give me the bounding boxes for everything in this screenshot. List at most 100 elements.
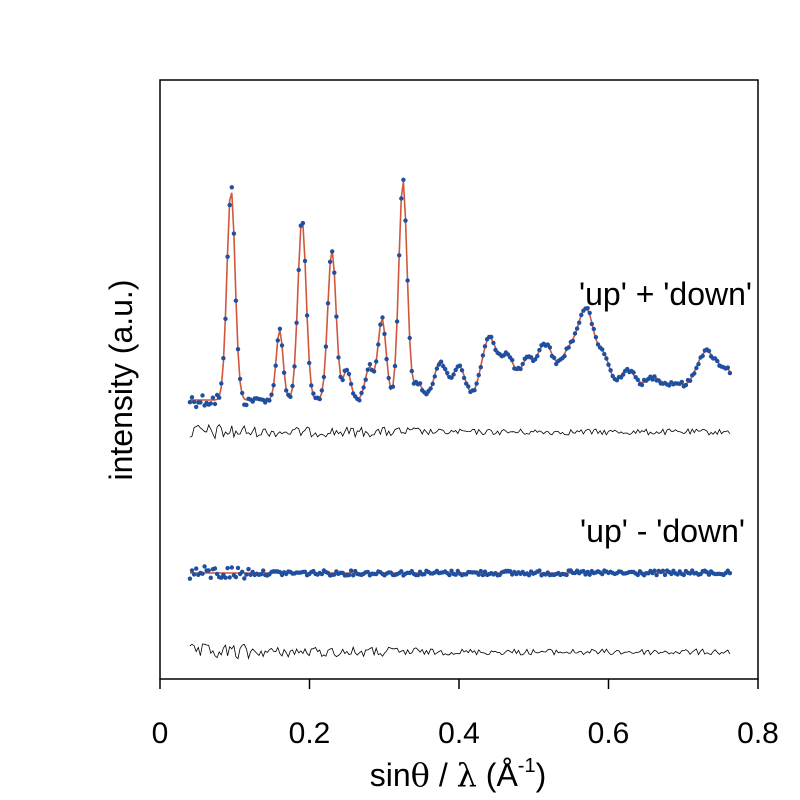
observed-point <box>570 338 576 344</box>
observed-point <box>321 374 327 380</box>
observed-point <box>233 298 239 303</box>
observed-point <box>227 202 232 208</box>
observed-point <box>194 404 199 410</box>
observed-point <box>304 313 310 318</box>
observed-point <box>585 306 590 311</box>
observed-point <box>694 365 699 371</box>
observed-point <box>401 177 406 182</box>
observed-point <box>214 571 220 577</box>
observed-point <box>635 572 640 578</box>
observed-point <box>526 573 532 578</box>
observed-point <box>334 314 339 319</box>
x-axis-title-prefix: sin <box>370 757 411 793</box>
observed-point <box>269 392 274 397</box>
observed-point <box>296 267 301 273</box>
observed-point <box>706 348 712 354</box>
observed-point <box>409 368 414 374</box>
observed-point <box>577 320 582 325</box>
observed-point <box>212 566 218 571</box>
observed-point <box>258 572 264 577</box>
observed-point <box>466 384 471 389</box>
observed-point <box>537 568 542 573</box>
observed-point <box>669 571 674 577</box>
observed-point <box>480 353 486 358</box>
difference-line <box>189 643 731 660</box>
observed-point <box>491 340 496 346</box>
observed-point <box>284 388 289 393</box>
observed-point <box>200 571 205 576</box>
x-tick-label: 0.2 <box>289 717 331 750</box>
observed-point <box>187 400 193 405</box>
observed-point <box>344 367 350 373</box>
observed-point <box>210 395 216 400</box>
observed-point <box>715 358 720 364</box>
observed-point <box>422 572 427 577</box>
observed-point <box>397 253 402 258</box>
observed-point <box>621 372 626 377</box>
observed-point <box>187 576 193 581</box>
observed-point <box>614 378 620 383</box>
observed-point <box>267 398 272 403</box>
observed-point <box>457 363 463 368</box>
observed-point <box>662 572 668 578</box>
observed-point <box>386 375 391 381</box>
observed-point <box>225 565 230 571</box>
observed-point <box>223 575 228 580</box>
observed-point <box>681 572 686 578</box>
observed-point <box>279 343 285 348</box>
observed-point <box>660 568 666 573</box>
observed-point <box>294 320 299 325</box>
observed-point <box>449 375 454 380</box>
observed-point <box>507 569 513 574</box>
observed-point <box>332 270 337 275</box>
observed-point <box>208 401 213 406</box>
observed-point <box>453 572 458 577</box>
observed-point <box>600 347 605 352</box>
observed-point <box>683 382 689 388</box>
observed-point <box>242 576 247 581</box>
observed-point <box>235 565 241 571</box>
observed-point <box>229 565 234 570</box>
observed-point <box>696 361 701 367</box>
observed-point <box>652 568 657 573</box>
observed-point <box>376 342 381 347</box>
observed-point <box>261 568 266 573</box>
observed-point <box>692 371 697 376</box>
observed-point <box>520 361 525 367</box>
observed-point <box>367 362 373 367</box>
x-tick-label: 0.6 <box>588 717 630 750</box>
panel-label-sum: 'up' + 'down' <box>579 276 752 312</box>
observed-point <box>459 368 465 373</box>
observed-point <box>518 366 523 372</box>
observed-point <box>551 355 557 360</box>
observed-point <box>449 568 454 573</box>
observed-point <box>346 371 352 377</box>
observed-point <box>229 185 234 190</box>
observed-point <box>235 347 241 352</box>
observed-point <box>415 572 421 578</box>
observed-point <box>700 353 705 359</box>
observed-point <box>240 569 245 574</box>
observed-point <box>727 370 733 376</box>
observed-point <box>250 399 255 404</box>
x-tick-label: 0.4 <box>438 717 480 750</box>
observed-point <box>275 338 280 343</box>
panel-labels: 'up' + 'down' 'up' - 'down' <box>579 276 752 549</box>
observed-point <box>424 392 429 397</box>
observed-point <box>535 353 540 359</box>
observed-point <box>687 378 693 383</box>
observed-point <box>476 372 481 378</box>
observed-point <box>233 574 239 580</box>
observed-point <box>327 259 333 264</box>
observed-point <box>445 370 450 376</box>
observed-point <box>654 572 659 578</box>
observed-point <box>635 377 640 382</box>
observed-point <box>579 312 584 318</box>
observed-point <box>453 367 458 373</box>
observed-point <box>237 376 243 382</box>
observed-point <box>428 386 433 391</box>
observed-point <box>706 572 712 577</box>
x-axis-title: sinθ / λ (Å-1) <box>370 755 546 794</box>
x-axis-title-close: ) <box>536 757 547 793</box>
observed-point <box>510 357 515 363</box>
